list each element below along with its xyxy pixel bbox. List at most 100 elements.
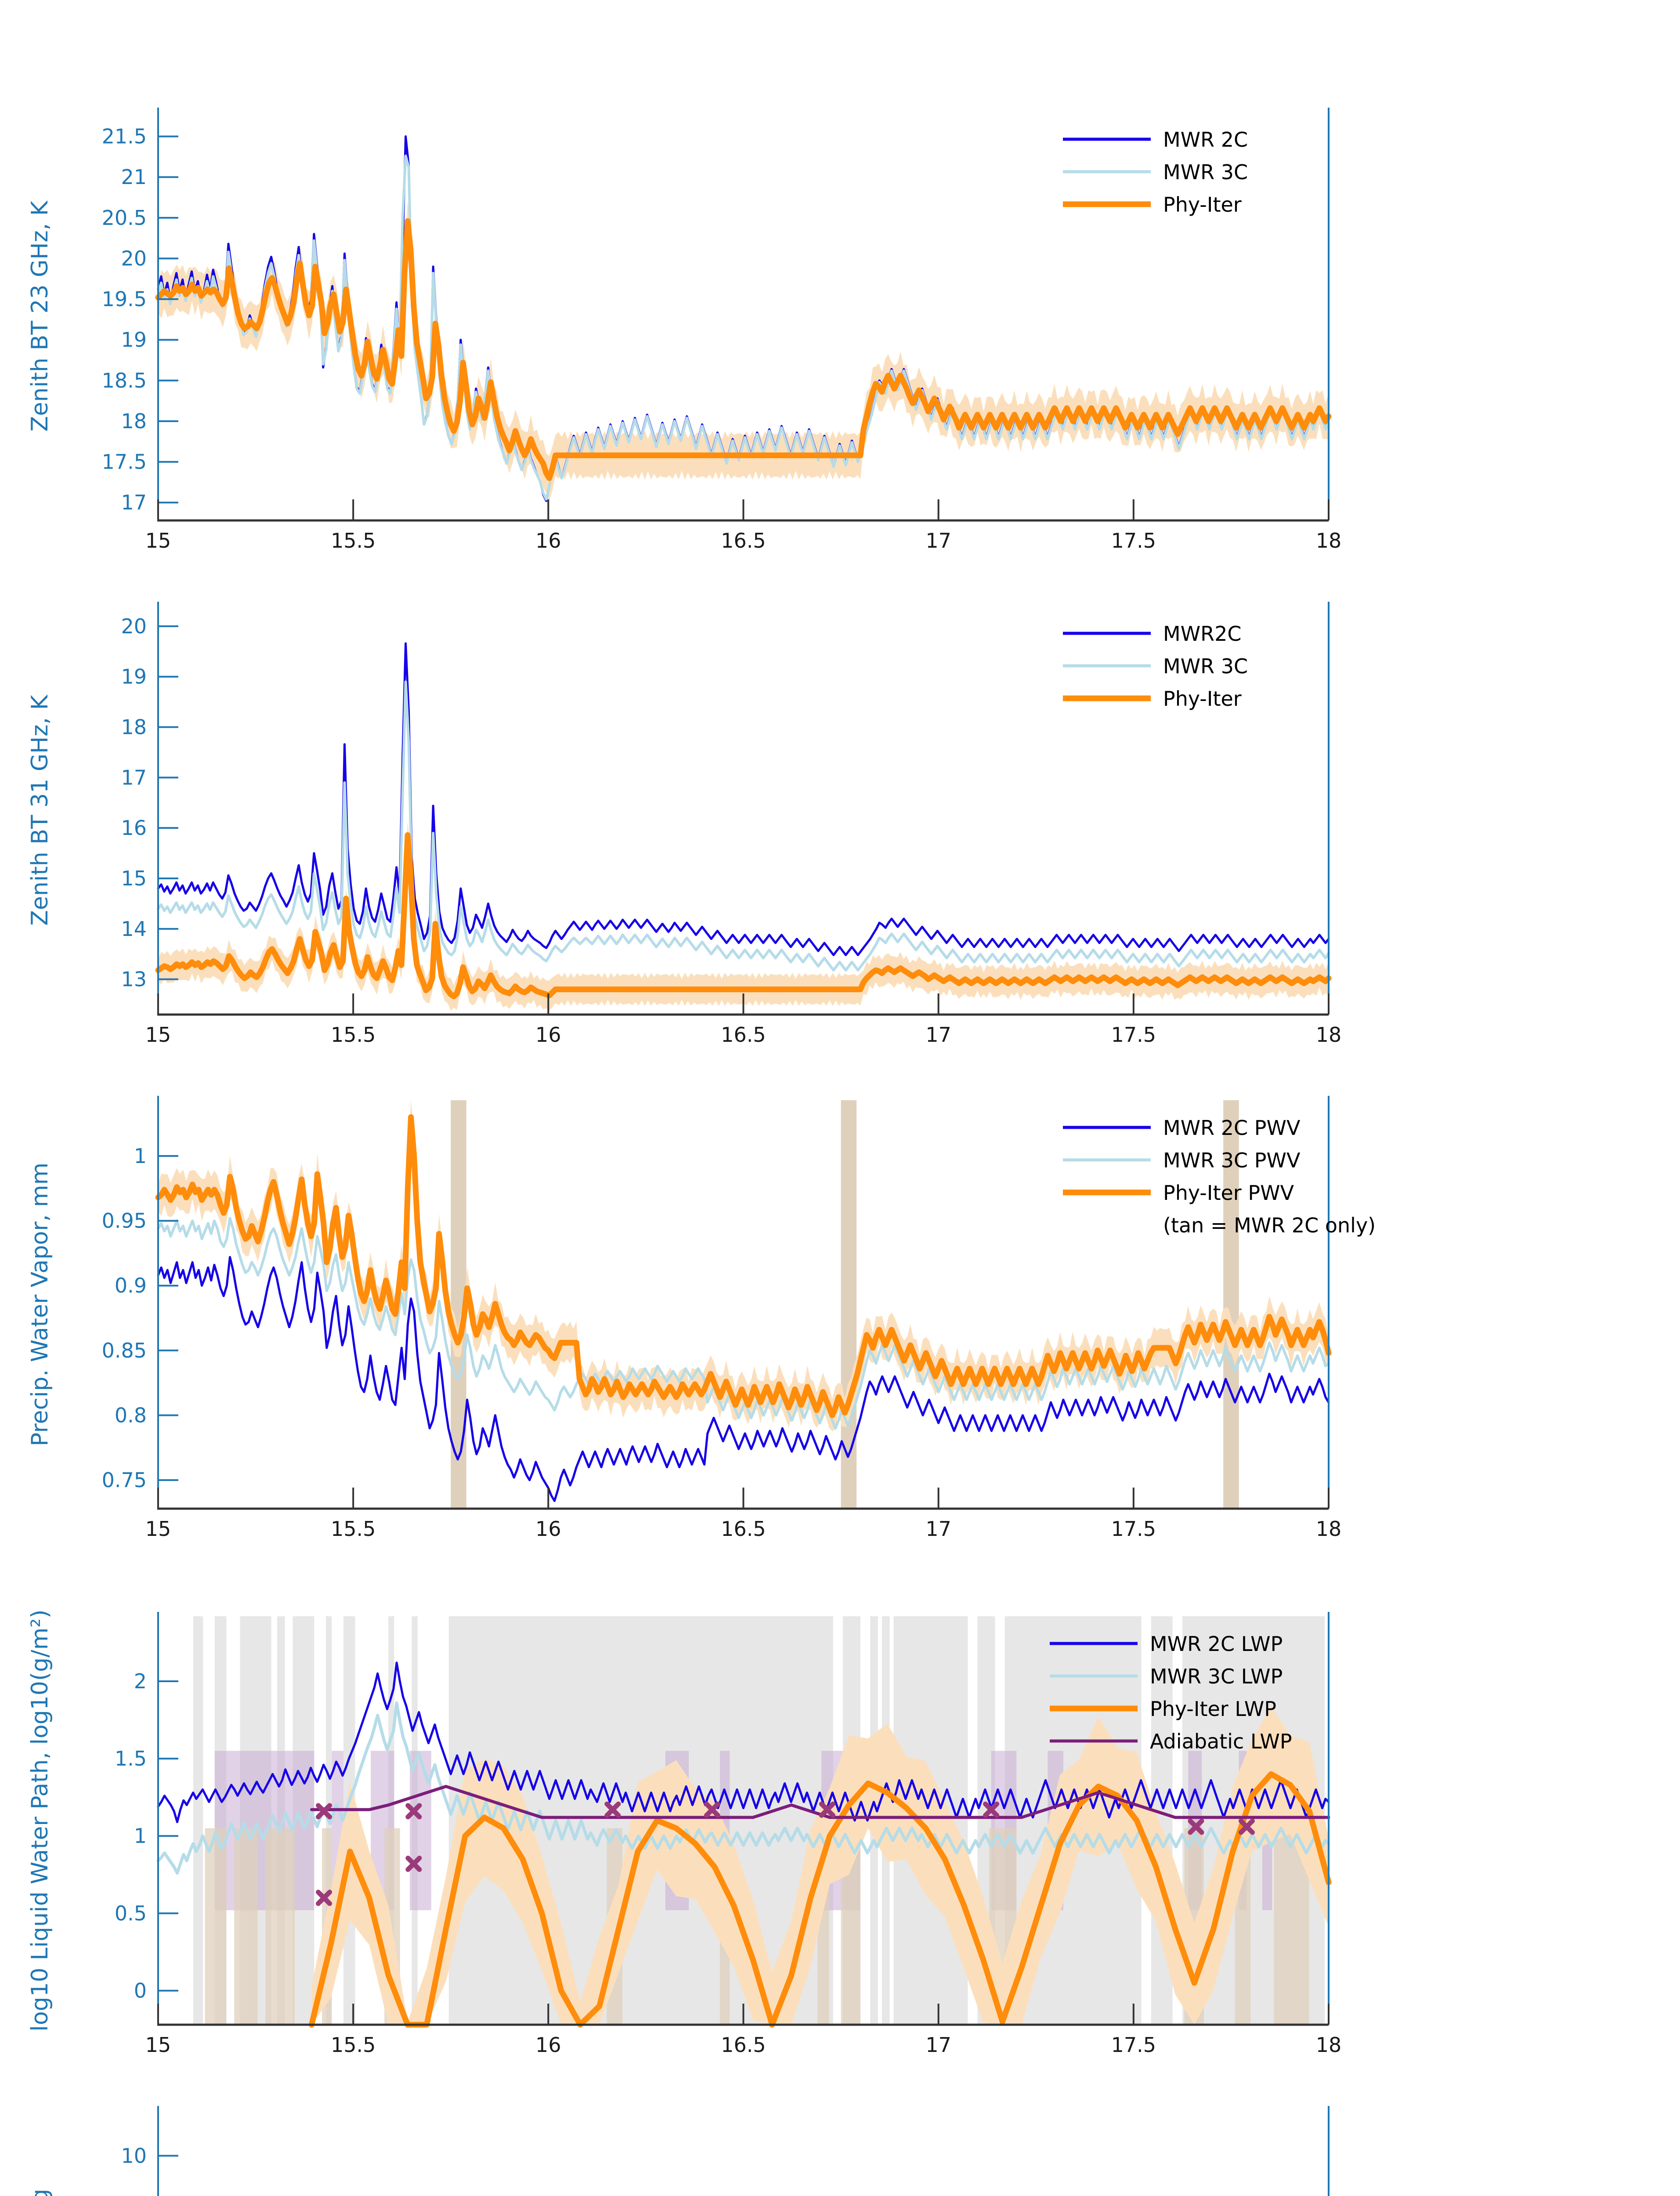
y-tick-label: 15	[121, 867, 147, 890]
y-tick-label: 18	[121, 409, 147, 433]
series-line	[157, 642, 1330, 956]
legend-label: Phy-Iter LWP	[1150, 1697, 1276, 1721]
adiabatic-marker	[405, 1856, 422, 1872]
legend-label: MWR 3C	[1163, 160, 1248, 184]
x-tick-label: 15	[145, 529, 171, 553]
series-line	[157, 680, 1330, 972]
x-tick-label: 17	[925, 2033, 951, 2057]
x-tick-label: 16	[535, 1023, 561, 1047]
x-tick-label: 17	[925, 529, 951, 553]
y-tick-label: 20.5	[102, 206, 147, 230]
tan-span	[234, 1828, 258, 2025]
x-tick-label: 15	[145, 1023, 171, 1047]
x-tick-label: 16.5	[721, 1023, 766, 1047]
x-tick-label: 16	[535, 1517, 561, 1541]
y-tick-label: 0.5	[115, 1901, 147, 1925]
adiabatic-marker	[405, 1803, 422, 1820]
panel-bt23: 17 17.5 18 18.5 19 19.5 20 20.5 21 21.5 15 15.5 16 16…	[27, 108, 1341, 553]
series-line	[155, 1114, 1332, 1418]
tan-span	[1223, 1100, 1239, 1509]
y-axis-title: Precip. Water Vapor, mm	[27, 1163, 53, 1446]
adiabatic-marker	[983, 1801, 1000, 1818]
legend-label: MWR 2C	[1163, 128, 1248, 152]
series-line	[309, 1771, 1332, 2028]
legend-label: Phy-Iter	[1163, 687, 1242, 711]
x-tick-label: 17.5	[1111, 529, 1156, 553]
x-tick-label: 16	[535, 529, 561, 553]
gray-span	[193, 1616, 203, 2025]
panel-pwv: 0.750.80.850.90.9511515.51616.51717.518U…	[27, 1096, 1376, 1541]
y-axis-title: Zenith BT 23 GHz, K	[27, 200, 53, 431]
series-line	[157, 155, 1330, 501]
x-tick-label: 17.5	[1111, 2033, 1156, 2057]
x-tick-label: 15	[145, 2033, 171, 2057]
x-tick-label: 16.5	[721, 2033, 766, 2057]
legend-label: MWR 2C PWV	[1163, 1116, 1301, 1140]
x-tick-label: 15.5	[331, 1023, 376, 1047]
y-axis-title: Zenith BT 31 GHz, K	[27, 694, 53, 925]
y-tick-label: 21.5	[102, 125, 147, 148]
legend-label: Phy-Iter	[1163, 193, 1242, 217]
y-tick-label: 13	[121, 968, 147, 991]
y-tick-label: 21	[121, 165, 147, 189]
y-tick-label: 17	[121, 766, 147, 789]
x-tick-label: 15.5	[331, 1517, 376, 1541]
tan-span	[265, 1828, 295, 2025]
legend-label: Adiabatic LWP	[1150, 1730, 1292, 1753]
y-tick-label: 1	[134, 1144, 147, 1168]
x-tick-label: 18	[1316, 2033, 1342, 2057]
x-tick-label: 15.5	[331, 2033, 376, 2057]
x-tick-label: 18	[1316, 1517, 1342, 1541]
y-axis-title: log10 Liquid Water Path, log10(g/m²)	[27, 1610, 53, 2032]
x-tick-label: 16	[535, 2033, 561, 2057]
legend-label: (tan = MWR 2C only)	[1163, 1214, 1376, 1237]
tan-span	[205, 1828, 227, 2025]
legend-label: MWR2C	[1163, 622, 1242, 646]
series-line	[155, 218, 1332, 481]
legend-label: MWR 3C	[1163, 654, 1248, 678]
y-axis-title: MWR Phy Iter DQ Flag	[27, 2189, 53, 2196]
panel-bt31: 13141516171819201515.51616.51717.518UTC …	[27, 602, 1342, 1047]
y-tick-label: 18.5	[102, 368, 147, 392]
y-tick-label: 1.5	[115, 1747, 147, 1770]
x-tick-label: 16.5	[721, 1517, 766, 1541]
y-tick-label: 19	[121, 328, 147, 352]
y-tick-label: 2	[134, 1669, 147, 1693]
adiabatic-marker	[1238, 1818, 1255, 1835]
x-tick-label: 16.5	[721, 529, 766, 553]
legend-label: MWR 2C LWP	[1150, 1632, 1283, 1656]
y-tick-label: 0.85	[102, 1339, 147, 1362]
adiabatic-marker	[819, 1801, 835, 1818]
adiabatic-marker	[316, 1803, 332, 1820]
y-tick-label: 17	[121, 491, 147, 514]
y-tick-label: 16	[121, 816, 147, 840]
y-tick-label: 18	[121, 715, 147, 739]
x-tick-label: 17	[925, 1517, 951, 1541]
y-tick-label: 14	[121, 917, 147, 941]
y-tick-label: 0.8	[115, 1403, 147, 1427]
x-tick-label: 15.5	[331, 529, 376, 553]
adiabatic-marker	[704, 1801, 720, 1818]
series-line	[157, 1256, 1330, 1502]
adiabatic-span	[409, 1751, 431, 1911]
y-tick-label: 17.5	[102, 450, 147, 474]
y-tick-label: 0.75	[102, 1468, 147, 1492]
adiabatic-marker	[604, 1801, 621, 1818]
legend-label: MWR 3C LWP	[1150, 1665, 1283, 1688]
series-line	[155, 832, 1332, 1000]
y-tick-label: 10	[121, 2144, 147, 2167]
series-line	[157, 1217, 1330, 1430]
y-tick-label: 20	[121, 246, 147, 270]
adiabatic-marker	[316, 1889, 332, 1906]
y-tick-label: 19	[121, 665, 147, 689]
x-tick-label: 17.5	[1111, 1023, 1156, 1047]
x-tick-label: 18	[1316, 1023, 1342, 1047]
y-tick-label: 1	[134, 1824, 147, 1848]
x-tick-label: 15	[145, 1517, 171, 1541]
y-tick-label: 20	[121, 614, 147, 638]
x-tick-label: 17.5	[1111, 1517, 1156, 1541]
x-tick-label: 17	[925, 1023, 951, 1047]
